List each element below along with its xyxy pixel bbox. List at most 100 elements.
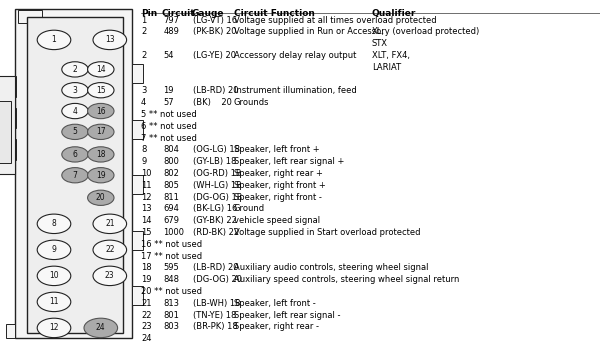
Text: Grounds: Grounds — [234, 98, 269, 107]
Text: 595: 595 — [163, 263, 179, 272]
Text: 14: 14 — [96, 65, 106, 74]
Circle shape — [62, 103, 88, 119]
Text: 6: 6 — [73, 150, 77, 159]
Text: 11: 11 — [141, 181, 151, 190]
Circle shape — [37, 240, 71, 260]
Bar — [0, 139, 16, 160]
Text: Speaker, right front +: Speaker, right front + — [234, 181, 326, 190]
Text: (GY-BK) 22: (GY-BK) 22 — [193, 216, 237, 225]
Text: 18: 18 — [141, 263, 152, 272]
Text: 21: 21 — [105, 219, 115, 228]
Circle shape — [88, 168, 114, 183]
Text: Accessory delay relay output: Accessory delay relay output — [234, 51, 356, 60]
Text: (RD-BK) 22: (RD-BK) 22 — [193, 228, 239, 237]
Text: 7 ** not used: 7 ** not used — [141, 134, 197, 143]
Text: 23: 23 — [105, 271, 115, 280]
Text: 23: 23 — [141, 322, 152, 331]
Text: XLT, FX4,: XLT, FX4, — [372, 51, 410, 60]
Text: 22: 22 — [141, 311, 151, 320]
Circle shape — [62, 147, 88, 162]
Circle shape — [88, 103, 114, 119]
Bar — [18, 10, 42, 23]
Text: 679: 679 — [163, 216, 179, 225]
Text: Gauge: Gauge — [192, 9, 224, 18]
Bar — [132, 175, 143, 194]
Text: 800: 800 — [163, 157, 179, 166]
Text: Ground: Ground — [234, 204, 265, 213]
Circle shape — [37, 292, 71, 312]
Circle shape — [37, 214, 71, 234]
Text: 21: 21 — [141, 299, 151, 308]
Text: Speaker, left front -: Speaker, left front - — [234, 299, 316, 308]
Text: 20: 20 — [96, 193, 106, 202]
Text: 2: 2 — [73, 65, 77, 74]
Text: 14: 14 — [141, 216, 151, 225]
Text: (BK-LG) 16: (BK-LG) 16 — [193, 204, 238, 213]
Text: 1: 1 — [141, 16, 146, 25]
Text: 15: 15 — [96, 86, 106, 95]
Text: Speaker, right rear -: Speaker, right rear - — [234, 322, 319, 331]
Text: 7: 7 — [73, 171, 77, 180]
Text: 24: 24 — [141, 334, 151, 343]
Text: Speaker, right rear +: Speaker, right rear + — [234, 169, 323, 178]
Circle shape — [37, 266, 71, 286]
Text: (DG-OG) 20: (DG-OG) 20 — [193, 275, 242, 284]
Circle shape — [88, 147, 114, 162]
Text: (BK)    20: (BK) 20 — [193, 98, 232, 107]
Text: 2: 2 — [141, 51, 146, 60]
Text: 4: 4 — [73, 107, 77, 116]
Text: 17: 17 — [96, 127, 106, 136]
Text: 24: 24 — [96, 323, 106, 332]
Text: 22: 22 — [105, 245, 115, 254]
Text: 802: 802 — [163, 169, 179, 178]
Text: 1000: 1000 — [163, 228, 184, 237]
Text: (LB-WH) 18: (LB-WH) 18 — [193, 299, 241, 308]
Text: 8: 8 — [52, 219, 56, 228]
Text: 13: 13 — [105, 35, 115, 44]
Text: Auxiliary speed controls, steering wheel signal return: Auxiliary speed controls, steering wheel… — [234, 275, 460, 284]
Text: 20 ** not used: 20 ** not used — [141, 287, 202, 296]
Text: Speaker, left rear signal +: Speaker, left rear signal + — [234, 157, 344, 166]
Text: 2: 2 — [141, 27, 146, 36]
Text: 6 ** not used: 6 ** not used — [141, 122, 197, 131]
Bar — [0, 76, 16, 97]
Text: 19: 19 — [141, 275, 151, 284]
Text: Speaker, left front +: Speaker, left front + — [234, 145, 320, 154]
Circle shape — [93, 30, 127, 50]
Circle shape — [62, 62, 88, 77]
Text: Speaker, left rear signal -: Speaker, left rear signal - — [234, 311, 341, 320]
Text: (OG-RD) 18: (OG-RD) 18 — [193, 169, 241, 178]
Text: (LB-RD) 20: (LB-RD) 20 — [193, 86, 239, 95]
Text: Voltage supplied in Start overload protected: Voltage supplied in Start overload prote… — [234, 228, 421, 237]
Text: vehicle speed signal: vehicle speed signal — [234, 216, 320, 225]
Bar — [132, 120, 143, 139]
Text: 17 ** not used: 17 ** not used — [141, 252, 202, 261]
Text: 805: 805 — [163, 181, 179, 190]
Text: (TN-YE) 18: (TN-YE) 18 — [193, 311, 236, 320]
Text: 813: 813 — [163, 299, 179, 308]
Text: (DG-OG) 18: (DG-OG) 18 — [193, 193, 242, 202]
Text: 8: 8 — [141, 145, 146, 154]
Text: 489: 489 — [163, 27, 179, 36]
Circle shape — [37, 30, 71, 50]
Text: 18: 18 — [96, 150, 106, 159]
Text: Instrument illumination, feed: Instrument illumination, feed — [234, 86, 357, 95]
Text: Voltage supplied at all times overload protected: Voltage supplied at all times overload p… — [234, 16, 437, 25]
Text: 1: 1 — [52, 35, 56, 44]
Text: 797: 797 — [163, 16, 179, 25]
Circle shape — [93, 266, 127, 286]
Text: 4: 4 — [141, 98, 146, 107]
Text: 10: 10 — [49, 271, 59, 280]
Text: 3: 3 — [73, 86, 77, 95]
Text: 15: 15 — [141, 228, 151, 237]
Text: (WH-LG) 18: (WH-LG) 18 — [193, 181, 242, 190]
Circle shape — [84, 318, 118, 338]
Text: 5 ** not used: 5 ** not used — [141, 110, 197, 119]
Text: (BR-PK) 18: (BR-PK) 18 — [193, 322, 238, 331]
Text: Circuit: Circuit — [162, 9, 196, 18]
Text: Speaker, right front -: Speaker, right front - — [234, 193, 322, 202]
Text: (PK-BK) 20: (PK-BK) 20 — [193, 27, 237, 36]
Text: Qualifier: Qualifier — [372, 9, 416, 18]
Text: 19: 19 — [163, 86, 174, 95]
Circle shape — [62, 124, 88, 139]
